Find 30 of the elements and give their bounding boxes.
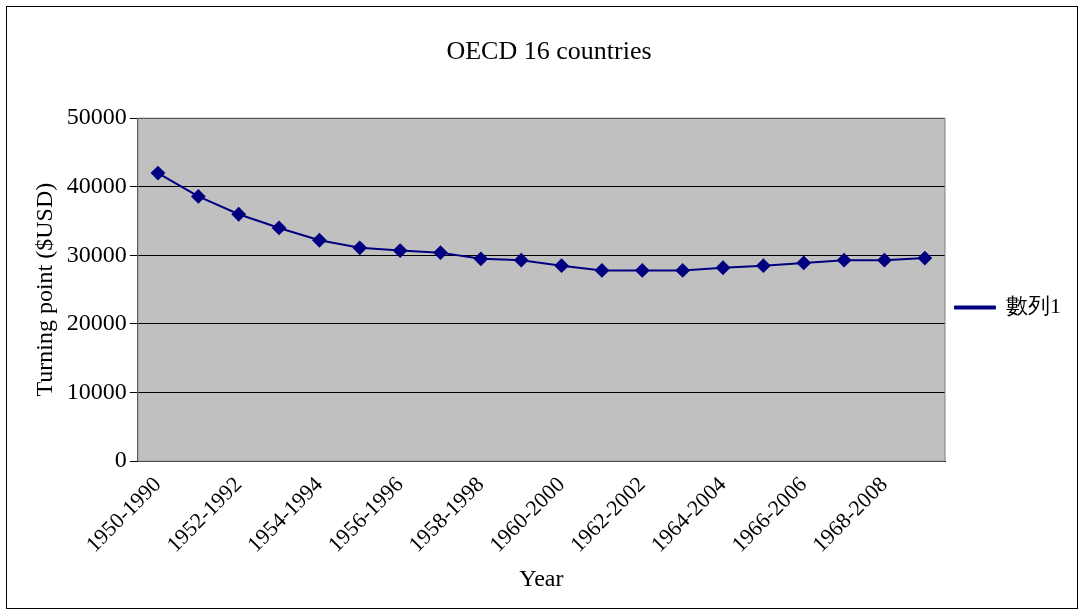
point — [796, 255, 811, 270]
point — [272, 220, 287, 235]
point — [514, 253, 529, 268]
point — [837, 253, 852, 268]
x-axis-title: Year — [519, 564, 564, 591]
point — [554, 258, 569, 273]
point — [917, 251, 932, 266]
point — [473, 251, 488, 266]
y-tick-label: 40000 — [66, 172, 127, 199]
point — [352, 240, 367, 255]
point — [312, 233, 327, 248]
point — [756, 258, 771, 273]
y-axis-title: Turning point ($USD) — [30, 182, 57, 397]
point — [191, 189, 206, 204]
point — [716, 260, 731, 275]
y-tick-label: 0 — [114, 446, 127, 473]
point — [150, 166, 165, 181]
y-tick-label: 20000 — [66, 309, 127, 336]
point — [393, 243, 408, 258]
y-tick-label: 30000 — [66, 240, 127, 267]
chart-title: OECD 16 countries — [446, 36, 652, 66]
point — [231, 207, 246, 222]
point — [675, 263, 690, 278]
y-tick-label: 50000 — [66, 103, 127, 130]
legend-label: 數列1 — [1006, 293, 1061, 319]
point — [594, 263, 609, 278]
point — [433, 245, 448, 260]
point — [877, 253, 892, 268]
point — [635, 263, 650, 278]
y-tick-label: 10000 — [66, 377, 127, 404]
